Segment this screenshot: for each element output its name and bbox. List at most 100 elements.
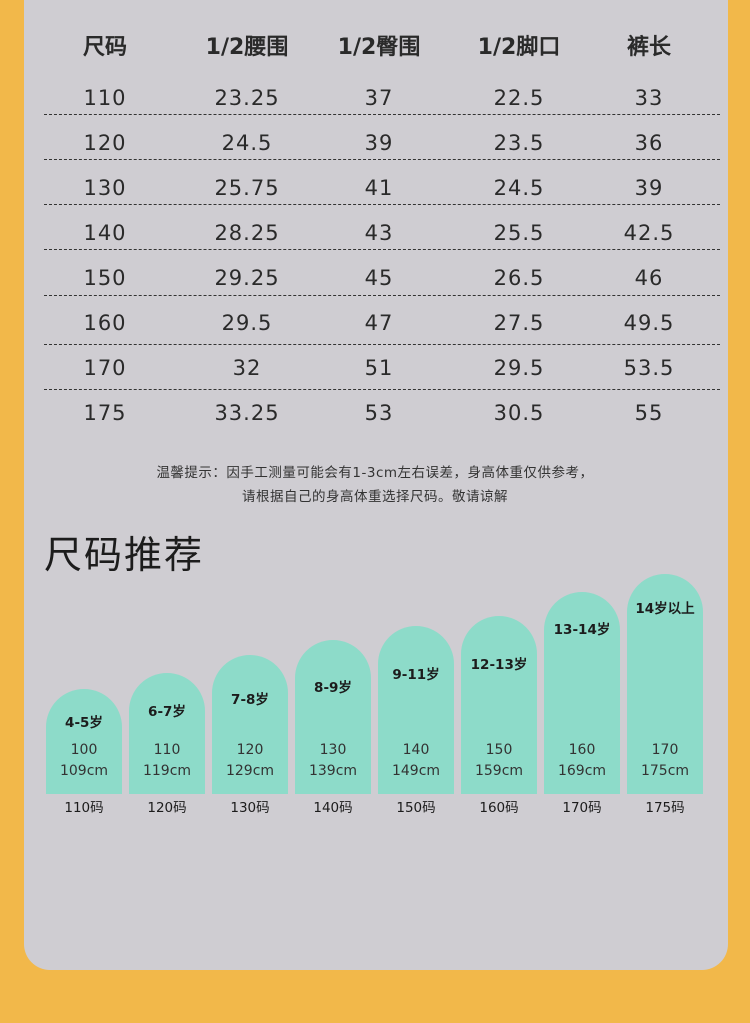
cell-hip: 37 bbox=[364, 86, 394, 110]
cell-leg-opening: 26.5 bbox=[493, 266, 545, 290]
cell-waist: 24.5 bbox=[221, 131, 273, 155]
cell-leg-opening: 24.5 bbox=[493, 176, 545, 200]
cell-waist: 29.25 bbox=[214, 266, 280, 290]
card-height-from: 140 bbox=[402, 742, 430, 758]
card-height-from: 160 bbox=[568, 742, 596, 758]
cell-hip: 43 bbox=[364, 221, 394, 245]
cell-size: 110 bbox=[83, 86, 127, 110]
recommend-card bbox=[295, 640, 371, 794]
card-age: 8-9岁 bbox=[314, 680, 352, 696]
card-size-label: 140码 bbox=[313, 800, 353, 816]
card-height-to: 109cm bbox=[59, 763, 109, 779]
cell-waist: 23.25 bbox=[214, 86, 280, 110]
table-row: 170 32 51 29.5 53.5 bbox=[0, 346, 750, 391]
cell-leg-opening: 27.5 bbox=[493, 311, 545, 335]
recommend-card bbox=[46, 689, 122, 794]
cell-hip: 45 bbox=[364, 266, 394, 290]
card-age: 14岁以上 bbox=[635, 601, 695, 617]
header-hip: 1/2臀围 bbox=[337, 35, 421, 60]
cell-length: 39 bbox=[634, 176, 664, 200]
card-age: 6-7岁 bbox=[148, 704, 186, 720]
row-divider bbox=[44, 114, 720, 115]
card-height-from: 100 bbox=[70, 742, 98, 758]
row-divider bbox=[44, 344, 720, 345]
card-height-to: 149cm bbox=[391, 763, 441, 779]
content-panel bbox=[24, 0, 728, 970]
row-divider bbox=[44, 159, 720, 160]
cell-length: 46 bbox=[634, 266, 664, 290]
card-height-to: 159cm bbox=[474, 763, 524, 779]
card-age: 12-13岁 bbox=[470, 657, 528, 673]
cell-waist: 33.25 bbox=[214, 401, 280, 425]
recommend-card bbox=[461, 616, 537, 794]
card-height-from: 130 bbox=[319, 742, 347, 758]
recommend-card bbox=[544, 592, 620, 794]
cell-leg-opening: 25.5 bbox=[493, 221, 545, 245]
card-height-to: 175cm bbox=[640, 763, 690, 779]
card-height-from: 170 bbox=[651, 742, 679, 758]
cell-waist: 25.75 bbox=[214, 176, 280, 200]
cell-length: 55 bbox=[634, 401, 664, 425]
card-height-from: 120 bbox=[236, 742, 264, 758]
card-age: 13-14岁 bbox=[553, 622, 611, 638]
cell-size: 150 bbox=[83, 266, 127, 290]
row-divider bbox=[44, 389, 720, 390]
card-size-label: 120码 bbox=[147, 800, 187, 816]
cell-waist: 28.25 bbox=[214, 221, 280, 245]
cell-length: 33 bbox=[634, 86, 664, 110]
cell-hip: 51 bbox=[364, 356, 394, 380]
recommend-title: 尺码推荐 bbox=[44, 533, 205, 577]
cell-size: 175 bbox=[83, 401, 127, 425]
table-row: 140 28.25 43 25.5 42.5 bbox=[0, 211, 750, 256]
card-age: 7-8岁 bbox=[231, 692, 269, 708]
card-age: 4-5岁 bbox=[65, 715, 103, 731]
cell-leg-opening: 23.5 bbox=[493, 131, 545, 155]
card-height-to: 119cm bbox=[142, 763, 192, 779]
table-row: 120 24.5 39 23.5 36 bbox=[0, 121, 750, 166]
card-size-label: 150码 bbox=[396, 800, 436, 816]
cell-hip: 53 bbox=[364, 401, 394, 425]
card-age: 9-11岁 bbox=[392, 667, 440, 683]
cell-size: 140 bbox=[83, 221, 127, 245]
card-size-label: 175码 bbox=[645, 800, 685, 816]
cell-length: 36 bbox=[634, 131, 664, 155]
recommend-card bbox=[129, 673, 205, 794]
notice-line-1: 温馨提示：因手工测量可能会有1-3cm左右误差，身高体重仅供参考， bbox=[156, 465, 594, 481]
cell-leg-opening: 30.5 bbox=[493, 401, 545, 425]
recommend-card bbox=[627, 574, 703, 794]
card-size-label: 110码 bbox=[64, 800, 104, 816]
header-size: 尺码 bbox=[82, 35, 127, 60]
card-height-to: 139cm bbox=[308, 763, 358, 779]
recommend-card bbox=[212, 655, 288, 794]
cell-length: 53.5 bbox=[623, 356, 675, 380]
table-row: 175 33.25 53 30.5 55 bbox=[0, 391, 750, 436]
cell-leg-opening: 29.5 bbox=[493, 356, 545, 380]
card-height-to: 169cm bbox=[557, 763, 607, 779]
card-size-label: 170码 bbox=[562, 800, 602, 816]
cell-size: 160 bbox=[83, 311, 127, 335]
cell-size: 120 bbox=[83, 131, 127, 155]
cell-length: 49.5 bbox=[623, 311, 675, 335]
table-row: 130 25.75 41 24.5 39 bbox=[0, 166, 750, 211]
card-height-to: 129cm bbox=[225, 763, 275, 779]
row-divider bbox=[44, 249, 720, 250]
cell-size: 130 bbox=[83, 176, 127, 200]
table-row: 110 23.25 37 22.5 33 bbox=[0, 76, 750, 121]
notice-line-2: 请根据自己的身高体重选择尺码。敬请谅解 bbox=[242, 489, 508, 505]
table-row: 160 29.5 47 27.5 49.5 bbox=[0, 301, 750, 346]
table-row: 150 29.25 45 26.5 46 bbox=[0, 256, 750, 301]
card-size-label: 130码 bbox=[230, 800, 270, 816]
cell-hip: 41 bbox=[364, 176, 394, 200]
recommend-card bbox=[378, 626, 454, 794]
cell-length: 42.5 bbox=[623, 221, 675, 245]
cell-leg-opening: 22.5 bbox=[493, 86, 545, 110]
card-height-from: 110 bbox=[153, 742, 181, 758]
header-leg-opening: 1/2脚口 bbox=[477, 35, 561, 60]
header-length: 裤长 bbox=[626, 35, 671, 60]
card-height-from: 150 bbox=[485, 742, 513, 758]
cell-size: 170 bbox=[83, 356, 127, 380]
cell-hip: 47 bbox=[364, 311, 394, 335]
cell-hip: 39 bbox=[364, 131, 394, 155]
cell-waist: 32 bbox=[232, 356, 262, 380]
header-waist: 1/2腰围 bbox=[205, 35, 289, 60]
